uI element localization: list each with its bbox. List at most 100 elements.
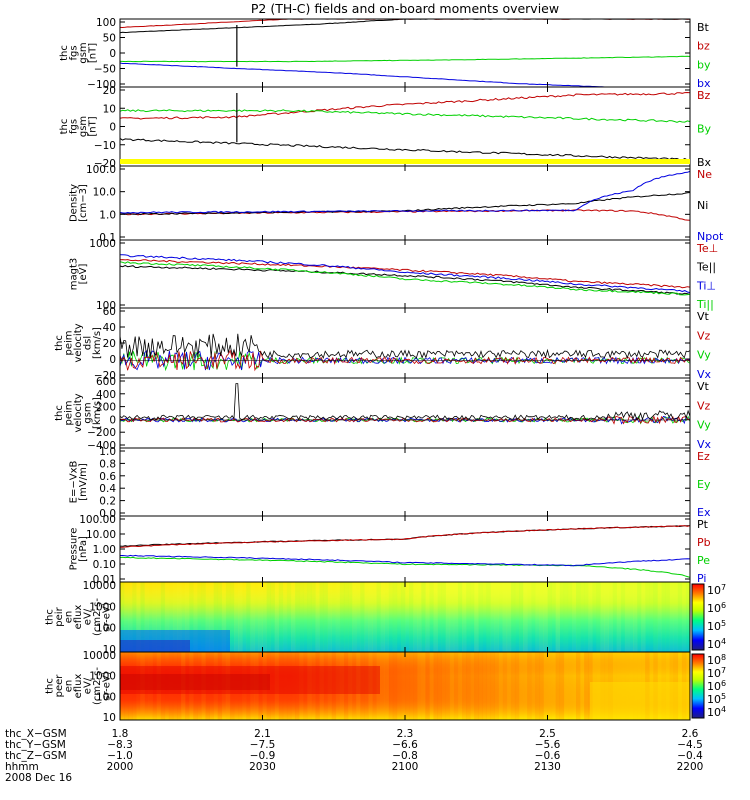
spectrogram-texture bbox=[120, 582, 125, 652]
panel-efield: E=−VxB[mV/m] 1.00.80.60.40.20.0 Ez Ey Ex bbox=[68, 446, 711, 520]
spectrogram-texture bbox=[384, 652, 390, 720]
spectrogram-texture bbox=[392, 582, 398, 652]
spectrogram-texture bbox=[567, 652, 573, 720]
y-axis-label-line: Density bbox=[68, 184, 79, 222]
y-axis-label-line: [km/s] bbox=[92, 397, 103, 429]
spectrogram-texture bbox=[466, 582, 471, 652]
spectrogram-texture bbox=[681, 582, 687, 652]
y-axis-label-line: [eV] bbox=[78, 264, 89, 285]
x-axis-row-label: thc_X−GSM bbox=[5, 728, 67, 740]
series-line-By bbox=[119, 109, 691, 123]
y-axis-label-line: gsm bbox=[78, 42, 89, 63]
x-axis-value: 2.3 bbox=[397, 728, 414, 740]
spectrogram-texture bbox=[140, 652, 145, 720]
y-axis-label-line: thc bbox=[45, 609, 56, 625]
spectrogram-texture bbox=[274, 582, 280, 652]
spectrogram-texture bbox=[539, 652, 544, 720]
x-axis-value: 2030 bbox=[249, 761, 276, 773]
spectrogram-texture bbox=[551, 582, 556, 652]
x-axis-value: 2.6 bbox=[682, 728, 699, 740]
y-axis-label-line: eV/ bbox=[83, 677, 94, 694]
spectrogram-texture bbox=[291, 582, 296, 652]
y-tick-label: 10.00 bbox=[86, 529, 116, 541]
y-tick-label: 0 bbox=[109, 48, 116, 60]
y-tick-label: 10000 bbox=[83, 580, 116, 592]
spectrogram-texture bbox=[152, 582, 157, 652]
spectrogram-texture bbox=[413, 652, 418, 720]
panel-frame bbox=[119, 377, 691, 449]
spectrogram-texture bbox=[205, 582, 210, 652]
high-flux-region bbox=[120, 674, 270, 690]
spectrogram-texture bbox=[164, 652, 170, 720]
figure-title: P2 (TH-C) fields and on-board moments ov… bbox=[251, 1, 559, 16]
x-axis-value: −7.5 bbox=[250, 739, 276, 751]
spectrogram-texture bbox=[474, 582, 479, 652]
spectrogram-texture bbox=[600, 582, 605, 652]
legend-entry: Bt bbox=[697, 21, 710, 34]
spectrogram-texture bbox=[392, 652, 398, 720]
x-axis-row-label: thc_Z−GSM bbox=[5, 750, 67, 762]
y-axis-label-line: fgs bbox=[68, 45, 79, 60]
spectrogram-texture bbox=[266, 652, 271, 720]
spectrogram-texture bbox=[417, 652, 422, 720]
spectrogram-texture bbox=[633, 582, 638, 652]
spectrogram-texture bbox=[482, 582, 487, 652]
spectrogram-texture bbox=[246, 582, 251, 652]
y-axis-label: E=−VxB[mV/m] bbox=[68, 461, 89, 504]
panel-frame bbox=[119, 239, 691, 309]
x-axis-value: −4.5 bbox=[677, 739, 703, 751]
spectrogram-texture bbox=[535, 652, 540, 720]
spectrogram-texture bbox=[307, 582, 312, 652]
spectrogram-texture bbox=[368, 582, 373, 652]
legend-entry: Ez bbox=[697, 450, 710, 463]
y-tick-label: −200 bbox=[87, 427, 116, 439]
spectrogram-texture bbox=[185, 652, 190, 720]
spectrogram-texture bbox=[425, 652, 430, 720]
spectrogram-texture bbox=[270, 582, 276, 652]
spectrogram-texture bbox=[563, 582, 569, 652]
spectrogram-texture bbox=[498, 582, 504, 652]
spectrogram-texture bbox=[669, 582, 675, 652]
spectrogram-texture bbox=[168, 582, 174, 652]
legend-entry: Vz bbox=[697, 399, 711, 412]
legend-entry: Pe bbox=[697, 554, 710, 567]
spectrogram-texture bbox=[132, 652, 137, 720]
spectrogram-texture bbox=[441, 652, 447, 720]
colorbar bbox=[691, 653, 705, 719]
y-tick-label: −100 bbox=[87, 79, 116, 91]
spectrogram-texture bbox=[543, 582, 548, 652]
spectrogram-texture bbox=[502, 582, 508, 652]
spectrogram-texture bbox=[616, 582, 622, 652]
series-line-Npot bbox=[119, 170, 691, 214]
spectrogram-texture bbox=[201, 582, 206, 652]
legend-entry: Ti|| bbox=[696, 298, 714, 311]
y-axis-label-line: (cm2-s- bbox=[92, 598, 103, 636]
spectrogram-texture bbox=[396, 652, 402, 720]
spectrogram-texture bbox=[258, 582, 263, 652]
y-tick-label: 1.0 bbox=[99, 446, 116, 458]
spectrogram-texture bbox=[396, 582, 402, 652]
x-axis-value: −0.6 bbox=[535, 750, 561, 762]
spectrogram-texture bbox=[462, 652, 467, 720]
spectrogram-texture bbox=[478, 652, 483, 720]
spectrogram-texture bbox=[140, 582, 145, 652]
spectrogram-texture bbox=[303, 582, 308, 652]
spectrogram-texture bbox=[673, 582, 679, 652]
spectrogram-texture bbox=[653, 582, 658, 652]
y-axis-label: Density[cm−3] bbox=[68, 184, 89, 222]
spectrogram-texture bbox=[490, 582, 495, 652]
colorbar-label: 106 bbox=[707, 679, 726, 693]
spectrogram-texture bbox=[278, 582, 284, 652]
spectrogram-texture bbox=[307, 652, 312, 720]
spectrogram-texture bbox=[242, 582, 247, 652]
spectrogram-texture bbox=[527, 582, 532, 652]
y-axis-label-line: thc bbox=[59, 45, 70, 61]
spectrogram-texture bbox=[356, 582, 361, 652]
spectrogram-texture bbox=[164, 582, 170, 652]
colorbar-label: 108 bbox=[707, 653, 726, 667]
spectrogram-texture bbox=[514, 582, 520, 652]
spectrogram-texture bbox=[466, 652, 471, 720]
